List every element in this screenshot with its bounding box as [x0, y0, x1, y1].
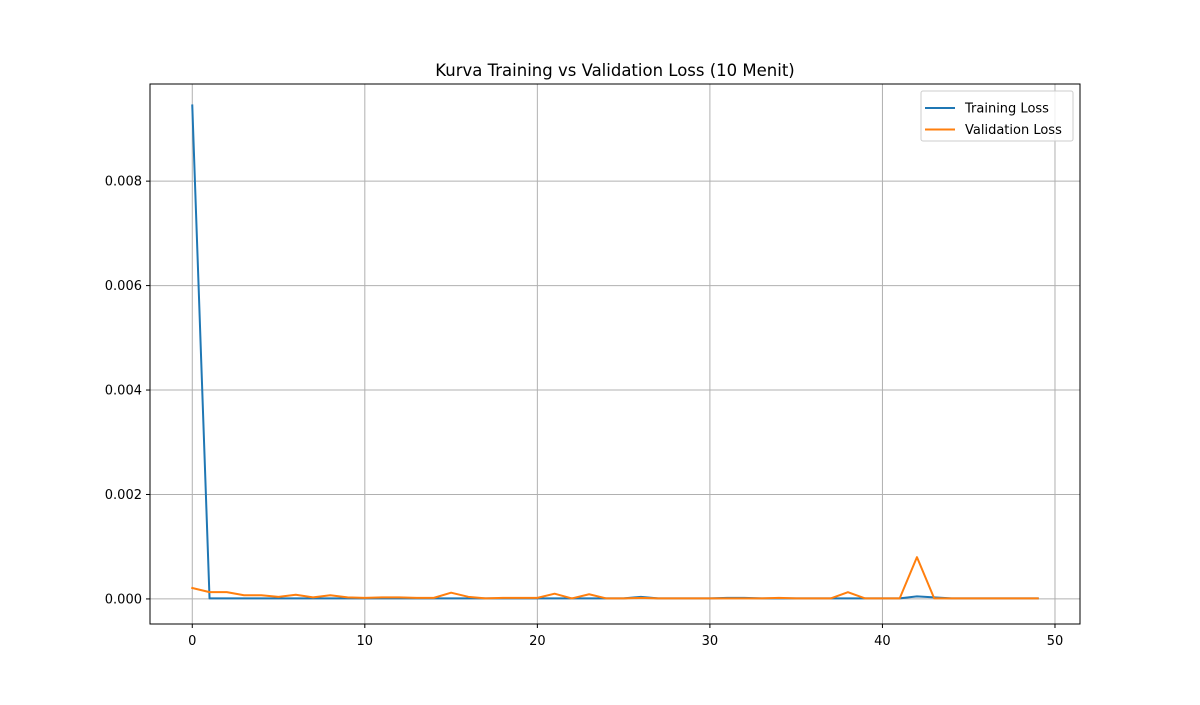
- grid: [150, 84, 1080, 624]
- plot-area-frame: [149, 83, 1081, 625]
- y-tick-label: 0.000: [105, 592, 142, 607]
- x-tick-label: 10: [357, 634, 374, 649]
- series-lines: [191, 104, 1039, 600]
- x-tick-label: 20: [529, 634, 546, 649]
- y-tick-label: 0.002: [105, 488, 142, 503]
- x-tick-label: 0: [188, 634, 196, 649]
- y-tick-label: 0.006: [105, 279, 142, 294]
- legend-label: Validation Loss: [965, 123, 1062, 138]
- legend: Training Loss Validation Loss: [920, 90, 1074, 142]
- x-tick-label: 40: [874, 634, 891, 649]
- x-tick-label: 30: [702, 634, 719, 649]
- y-tick-label: 0.004: [105, 384, 142, 399]
- chart-title: Kurva Training vs Validation Loss (10 Me…: [435, 61, 795, 80]
- x-tick-label: 50: [1047, 634, 1064, 649]
- legend-label: Training Loss: [964, 102, 1049, 117]
- y-axis-ticks: 0.000 0.002 0.004 0.006 0.008: [105, 175, 150, 607]
- x-axis-ticks: 0 10 20 30 40 50: [188, 624, 1063, 649]
- legend-box: [920, 90, 1074, 142]
- y-tick-label: 0.008: [105, 175, 142, 190]
- series-line-validation-loss: [191, 556, 1039, 600]
